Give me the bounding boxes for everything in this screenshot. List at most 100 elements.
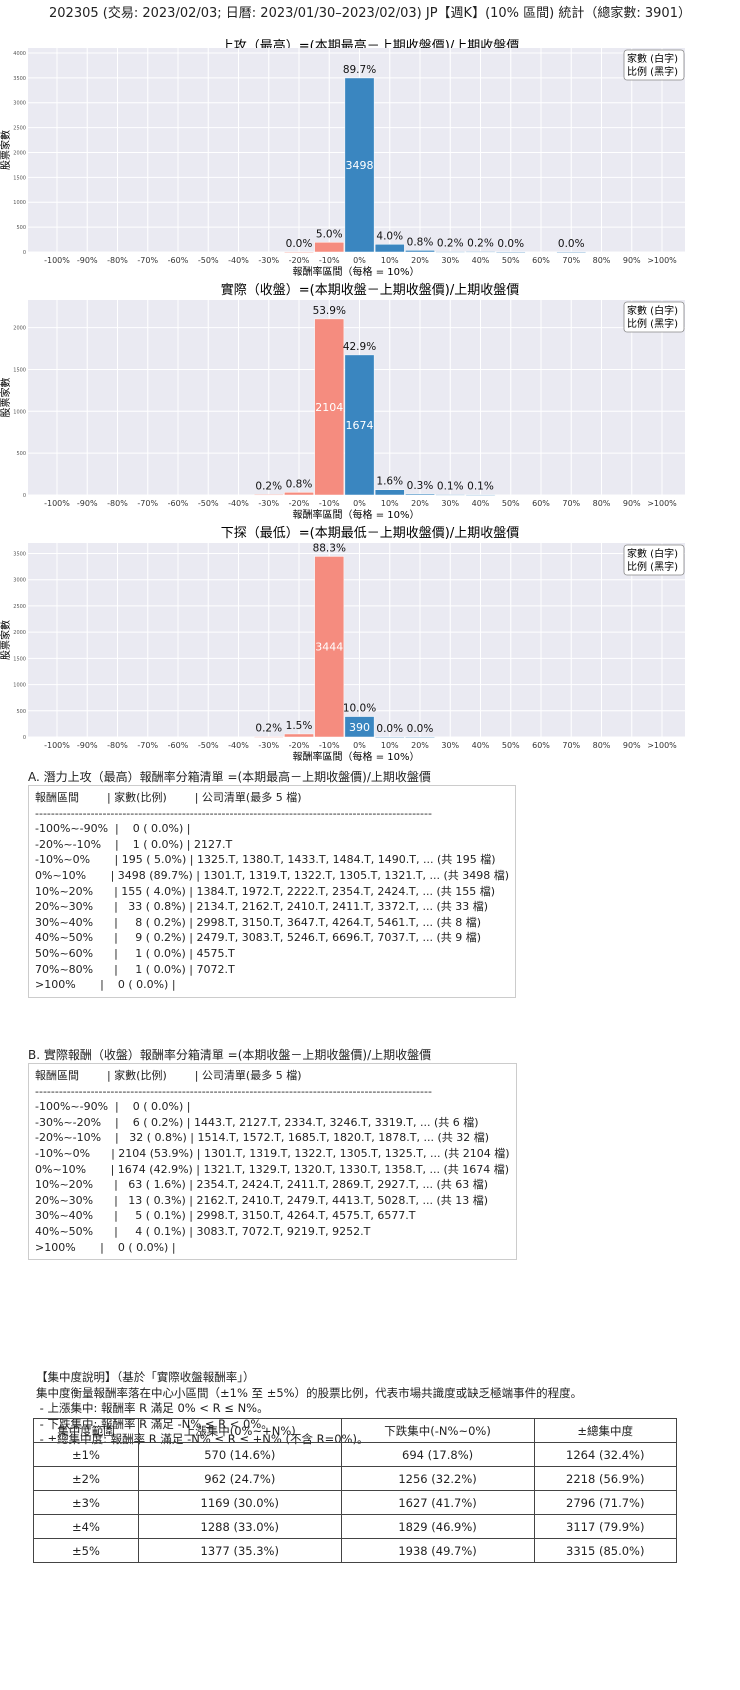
bar-pct-label: 53.9%	[313, 305, 346, 317]
bar-count-label: 3498	[346, 159, 374, 172]
bar-pct-label: 0.1%	[437, 481, 464, 493]
list-line: -100%~-90% | 0 ( 0.0%) |	[35, 822, 191, 836]
x-tick-label: 20%	[411, 256, 429, 265]
bar-count-label: 1674	[346, 419, 374, 432]
table-row: ±2% 962 (24.7%) 1256 (32.2%) 2218 (56.9%)	[33, 1466, 677, 1491]
bar	[435, 494, 466, 496]
list-line: 0%~10% | 1674 (42.9%) | 1321.T, 1329.T, …	[35, 1162, 510, 1176]
x-tick-label: -100%	[44, 741, 70, 750]
list-line: -100%~-90% | 0 ( 0.0%) |	[35, 1100, 191, 1114]
legend-text: 比例 (黑字)	[627, 317, 678, 330]
x-tick-label: -30%	[258, 499, 279, 508]
list-line: 20%~30% | 33 ( 0.8%) | 2134.T, 2162.T, 2…	[35, 900, 489, 914]
x-tick-label: 20%	[411, 499, 429, 508]
x-tick-label: 80%	[593, 499, 611, 508]
y-tick-label: 500	[16, 709, 26, 715]
table-header-row: 集中度範圍 上漲集中(0%~+N%) 下跌集中(-N%~0%) ±總集中度	[33, 1418, 677, 1443]
list-line: 30%~40% | 8 ( 0.2%) | 2998.T, 3150.T, 36…	[35, 915, 482, 929]
list-line: -10%~0% | 2104 (53.9%) | 1301.T, 1319.T,…	[35, 1146, 510, 1160]
y-axis-label: 股票家數	[0, 620, 12, 660]
table-cell: 694 (17.8%)	[340, 1442, 535, 1467]
table-row: ±3% 1169 (30.0%) 1627 (41.7%) 2796 (71.7%)	[33, 1490, 677, 1515]
y-tick-label: 1000	[13, 683, 26, 689]
list-line: ----------------------------------------…	[35, 1084, 432, 1098]
bar	[253, 736, 284, 738]
column-header: ±總集中度	[533, 1418, 677, 1443]
bar-pct-label: 0.0%	[376, 723, 403, 735]
y-tick-label: 3000	[13, 578, 26, 584]
x-tick-label: -40%	[228, 256, 249, 265]
bar	[556, 251, 587, 254]
x-tick-label: -30%	[258, 256, 279, 265]
x-tick-label: 20%	[411, 741, 429, 750]
bar-pct-label: 5.0%	[316, 228, 343, 240]
bar	[284, 492, 314, 496]
note-line: 【集中度說明】（基於「實際收盤報酬率」）	[36, 1370, 255, 1384]
table-cell: 1938 (49.7%)	[340, 1538, 535, 1563]
x-tick-label: 60%	[532, 256, 550, 265]
bar	[344, 354, 375, 496]
x-tick-label: 70%	[562, 256, 580, 265]
table-cell: 1264 (32.4%)	[533, 1442, 677, 1467]
bar	[284, 251, 314, 254]
list-line: -20%~-10% | 1 ( 0.0%) | 2127.T	[35, 837, 233, 851]
table-cell: 3117 (79.9%)	[533, 1514, 677, 1539]
x-tick-label: -90%	[77, 256, 98, 265]
bar-count-label: 390	[349, 721, 370, 734]
x-tick-label: 30%	[441, 741, 459, 750]
x-tick-label: 80%	[593, 741, 611, 750]
x-tick-label: 30%	[441, 256, 459, 265]
table-cell: 2796 (71.7%)	[533, 1490, 677, 1515]
bar-pct-label: 1.5%	[286, 720, 313, 732]
x-tick-label: 30%	[441, 499, 459, 508]
y-tick-label: 3500	[13, 551, 26, 557]
x-tick-label: -70%	[137, 499, 158, 508]
bar	[374, 489, 405, 496]
y-tick-label: 2000	[13, 150, 26, 156]
list-line: 報酬區間 | 家數(比例) | 公司清單(最多 5 檔)	[35, 1069, 302, 1082]
x-tick-label: -20%	[289, 499, 310, 508]
bar	[465, 494, 496, 496]
x-tick-label: 90%	[623, 741, 641, 750]
bar-pct-label: 0.0%	[407, 723, 434, 735]
bar-pct-label: 0.0%	[558, 238, 585, 250]
table-cell: 1256 (32.2%)	[340, 1466, 535, 1491]
list-line: 40%~50% | 9 ( 0.2%) | 2479.T, 3083.T, 52…	[35, 931, 482, 945]
x-tick-label: -20%	[289, 741, 310, 750]
list-line: -10%~0% | 195 ( 5.0%) | 1325.T, 1380.T, …	[35, 853, 496, 867]
legend-box	[623, 301, 685, 333]
bar-pct-label: 1.6%	[376, 476, 403, 488]
bar-pct-label: 0.0%	[286, 238, 313, 250]
bar-pct-label: 0.8%	[407, 236, 434, 248]
x-tick-label: 40%	[472, 499, 490, 508]
bar	[344, 77, 375, 253]
x-tick-label: -50%	[198, 256, 219, 265]
bar-pct-label: 4.0%	[376, 230, 403, 242]
y-tick-label: 3000	[13, 101, 26, 107]
y-tick-label: 1000	[13, 409, 26, 415]
list-line: 20%~30% | 13 ( 0.3%) | 2162.T, 2410.T, 2…	[35, 1193, 489, 1207]
chart-title: 實際（收盤）=(本期收盤－上期收盤價)/上期收盤價	[221, 282, 519, 298]
bar	[374, 736, 405, 738]
legend-text: 家數 (白字)	[627, 304, 678, 317]
x-tick-label: -50%	[198, 741, 219, 750]
bar	[314, 318, 345, 496]
x-tick-label: >100%	[647, 499, 677, 508]
x-tick-label: 60%	[532, 499, 550, 508]
x-tick-label: 0%	[353, 256, 366, 265]
y-tick-label: 2500	[13, 604, 26, 610]
x-tick-label: -10%	[319, 499, 340, 508]
table-cell: ±3%	[33, 1490, 139, 1515]
x-tick-label: -80%	[107, 256, 128, 265]
table-cell: 2218 (56.9%)	[533, 1466, 677, 1491]
x-tick-label: 50%	[502, 741, 520, 750]
legend-text: 比例 (黑字)	[627, 65, 678, 78]
concentration-table: 集中度範圍 上漲集中(0%~+N%) 下跌集中(-N%~0%) ±總集中度 ±1% 57…	[33, 1418, 677, 1563]
x-tick-label: -60%	[168, 256, 189, 265]
table-cell: ±4%	[33, 1514, 139, 1539]
column-header: 集中度範圍	[33, 1418, 139, 1443]
list-line: 0%~10% | 3498 (89.7%) | 1301.T, 1319.T, …	[35, 868, 510, 882]
table-cell: 570 (14.6%)	[137, 1442, 342, 1467]
bar-pct-label: 0.8%	[286, 478, 313, 490]
x-tick-label: >100%	[647, 741, 677, 750]
